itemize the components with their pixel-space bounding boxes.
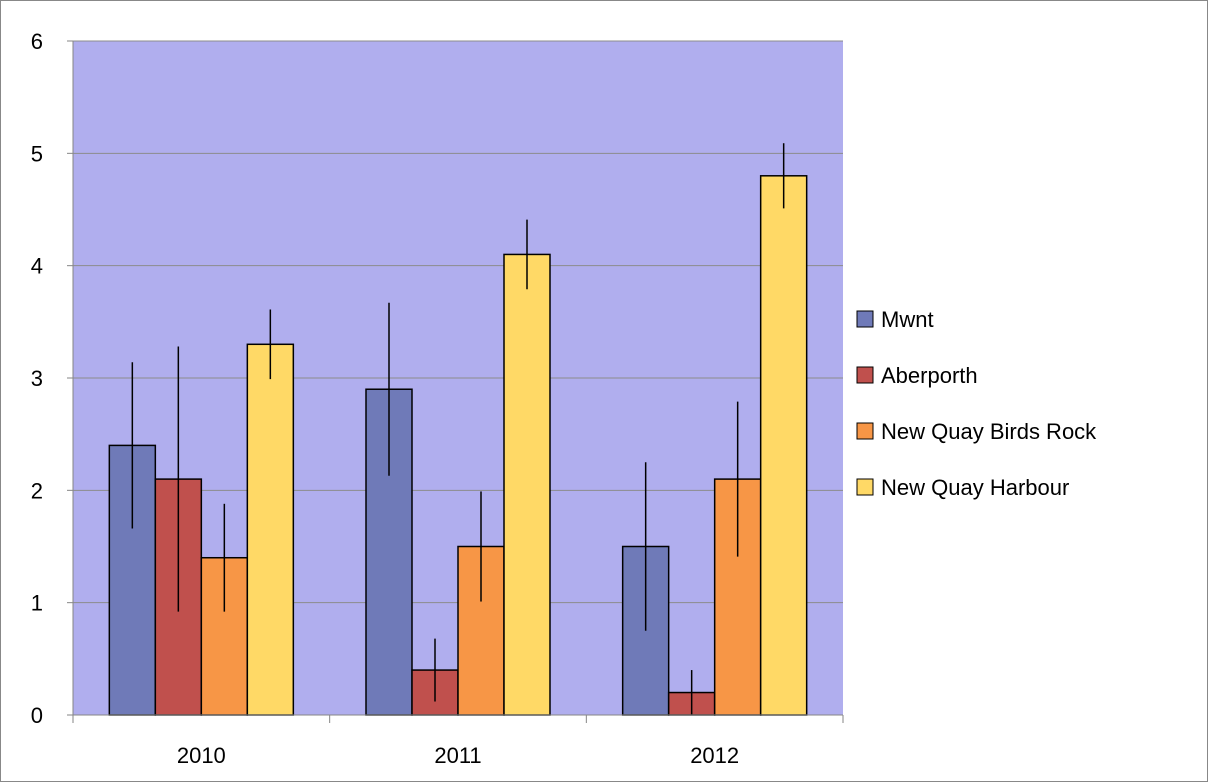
y-tick-label: 6 (31, 29, 43, 54)
legend: Mwnt Aberporth New Quay Birds Rock New Quay… (856, 307, 1097, 500)
bar-new-quay-harbour-2011 (503, 253, 551, 716)
y-tick-label: 4 (31, 254, 43, 279)
y-tick-label: 3 (31, 366, 43, 391)
legend-label: New Quay Harbour (881, 475, 1069, 500)
legend-label: New Quay Birds Rock (881, 419, 1097, 444)
x-tick-label: 2012 (690, 743, 739, 768)
bar-new-quay-harbour-2012 (759, 175, 808, 716)
bar-new-quay-harbour-2010 (246, 343, 295, 716)
legend-swatch (856, 478, 874, 496)
legend-label: Mwnt (881, 307, 934, 332)
x-tick-label: 2011 (434, 743, 481, 768)
legend-swatch (856, 310, 874, 328)
bars (108, 175, 808, 716)
error-bars (131, 143, 785, 715)
legend-label: Aberporth (881, 363, 978, 388)
axes: 0 1 2 3 4 5 6 2010 2011 2012 (31, 29, 844, 768)
legend-swatch (856, 422, 874, 440)
x-tick-label: 2010 (177, 743, 226, 768)
legend-swatch (856, 366, 874, 384)
y-tick-label: 5 (31, 141, 43, 166)
y-tick-label: 0 (31, 703, 43, 728)
y-tick-label: 2 (31, 478, 43, 503)
y-tick-label: 1 (31, 591, 43, 616)
